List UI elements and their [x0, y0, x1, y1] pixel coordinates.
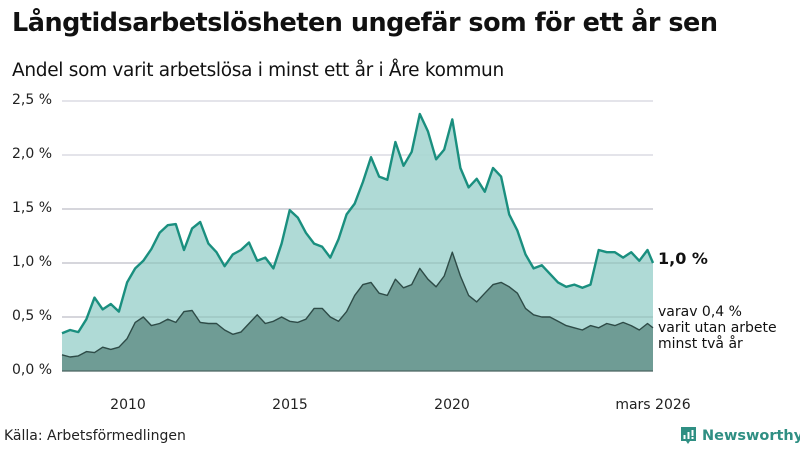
y-tick-2-5: 2,5 % — [12, 92, 53, 108]
sub-area-fill — [62, 252, 653, 371]
y-tick-2-0: 2,0 % — [12, 146, 53, 162]
end-sub-line-1: varav 0,4 % — [658, 304, 742, 320]
x-tick-end: mars 2026 — [615, 397, 691, 413]
y-tick-1-5: 1,5 % — [12, 200, 53, 216]
end-sub-line-2: varit utan arbete — [658, 320, 777, 336]
newsworthy-logo-icon — [681, 427, 696, 444]
end-value-label: 1,0 % — [658, 249, 708, 268]
brand-name: Newsworthy — [702, 427, 800, 444]
y-tick-1-0: 1,0 % — [12, 254, 53, 270]
y-tick-0-5: 0,5 % — [12, 308, 53, 324]
end-sub-label: varav 0,4 % varit utan arbete minst två … — [658, 304, 777, 352]
sub-series-line — [61, 251, 654, 358]
x-tick-2020: 2020 — [434, 397, 470, 413]
end-sub-line-3: minst två år — [658, 336, 743, 352]
chart-title: Långtidsarbetslösheten ungefär som för e… — [12, 8, 718, 38]
main-series-line — [61, 112, 655, 335]
y-tick-0-0: 0,0 % — [12, 362, 53, 378]
source-note: Källa: Arbetsförmedlingen — [4, 428, 186, 444]
x-tick-2015: 2015 — [272, 397, 308, 413]
brand-logo[interactable]: Newsworthy — [680, 426, 800, 445]
x-tick-2010: 2010 — [110, 397, 146, 413]
chart-subtitle: Andel som varit arbetslösa i minst ett å… — [12, 60, 504, 81]
